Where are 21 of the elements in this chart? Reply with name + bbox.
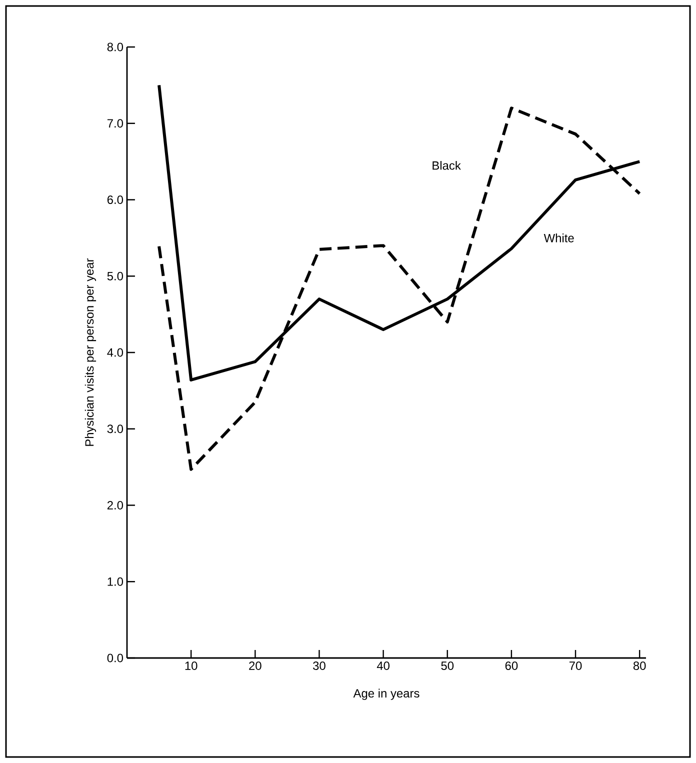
- x-tick-label: 30: [313, 662, 326, 670]
- y-tick-label: 8.0: [107, 42, 124, 52]
- y-axis-title: Physician visits per person per year: [84, 258, 96, 446]
- x-tick-label: 10: [185, 662, 198, 670]
- y-tick-label: 4.0: [107, 348, 124, 357]
- x-tick-label: 60: [505, 662, 518, 670]
- y-tick-label: 0.0: [107, 654, 124, 662]
- text: Black: [432, 161, 461, 170]
- y-tick-label: 5.0: [107, 272, 124, 280]
- series-label: White: [544, 234, 574, 242]
- y-tick-label: 1.0: [108, 577, 124, 586]
- x-tick-label: 50: [441, 662, 454, 670]
- y-tick-label: 2.0: [107, 501, 124, 510]
- y-tick-label: 3.0: [107, 424, 124, 434]
- y-tick-label: 7.0: [107, 119, 124, 128]
- x-tick-label: 70: [569, 662, 582, 670]
- x-axis-title: Age in years: [353, 688, 420, 700]
- x-tick-label: 40: [376, 662, 390, 670]
- y-tick-label: 6.0: [107, 196, 124, 204]
- x-tick-label: 80: [633, 662, 646, 670]
- x-tick-label: 20: [249, 662, 262, 670]
